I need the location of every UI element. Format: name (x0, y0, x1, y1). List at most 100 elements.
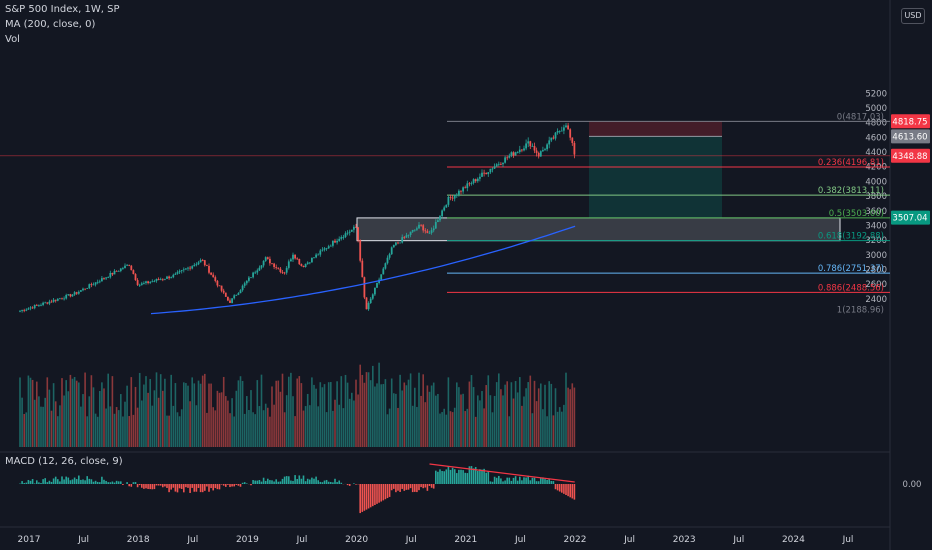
candle-body (155, 279, 158, 281)
candle-body (187, 267, 189, 269)
volume-bar (351, 392, 353, 447)
volume-bar (124, 401, 126, 447)
volume-bar (512, 398, 515, 447)
volume-bar (27, 375, 30, 447)
candle-body (392, 244, 395, 248)
candle-body (567, 125, 569, 130)
macd-bar (506, 477, 508, 484)
macd-bar (424, 484, 427, 488)
candle-body (462, 187, 464, 192)
candle-body (61, 298, 63, 300)
volume-bar (136, 407, 139, 447)
volume-bar (155, 372, 158, 447)
y-tick-label: 4600 (865, 133, 887, 143)
volume-bar (258, 406, 261, 447)
currency-badge[interactable]: USD (901, 8, 925, 24)
candle-body (73, 292, 76, 295)
candle-body (88, 284, 91, 289)
macd-bar (502, 481, 504, 484)
candle-body (397, 242, 399, 244)
macd-bar (558, 484, 561, 492)
candle-body (182, 269, 185, 271)
fib-level-label: 0(4817.03) (837, 112, 884, 122)
macd-bar (117, 481, 120, 484)
candle-body (323, 248, 326, 250)
candle-body (470, 183, 473, 184)
macd-bar (523, 477, 525, 484)
candle-body (363, 277, 366, 298)
volume-bar (252, 412, 254, 447)
candle-body (27, 308, 30, 310)
volume-bar (46, 377, 49, 447)
macd-bar (283, 476, 286, 484)
candle-body (418, 224, 420, 229)
volume-bar (472, 387, 475, 447)
volume-bar (141, 400, 143, 447)
macd-bar (40, 482, 42, 484)
macd-indicator-label[interactable]: MACD (12, 26, close, 9) (5, 456, 123, 467)
volume-bar (563, 404, 565, 447)
candle-body (46, 302, 49, 304)
macd-bar (550, 480, 553, 484)
candle-body (94, 282, 97, 285)
price-axis-label: 4613.60 (892, 132, 927, 142)
macd-bar (38, 482, 40, 484)
volume-bar (464, 411, 466, 447)
fib-level-label: 0.5(3503.00) (829, 209, 884, 219)
macd-bar (397, 484, 399, 491)
macd-bar (113, 482, 116, 484)
volume-bar (384, 379, 387, 447)
macd-bar (36, 480, 38, 484)
macd-bar (514, 476, 517, 484)
volume-bar (359, 364, 361, 447)
candle-body (403, 237, 406, 238)
candle-body (218, 285, 221, 287)
macd-bar (365, 484, 368, 510)
macd-bar (218, 484, 221, 490)
candle-body (128, 264, 131, 266)
volume-bar (306, 393, 309, 447)
macd-bar (561, 484, 563, 493)
macd-bar (243, 482, 246, 484)
macd-bar (487, 471, 490, 484)
candle-body (262, 260, 265, 266)
x-tick-label: 2024 (782, 535, 805, 545)
fib-level-label: 0.382(3813.11) (818, 186, 884, 196)
macd-bar (361, 484, 364, 512)
y-tick-label: 3800 (865, 192, 887, 202)
volume-bar (550, 383, 553, 447)
candle-body (569, 129, 572, 138)
x-tick-label: 2020 (345, 535, 368, 545)
candle-body (113, 270, 116, 275)
volume-bar (495, 382, 498, 447)
macd-bar (325, 479, 328, 484)
volume-bar (201, 375, 204, 447)
volume-bar (99, 391, 101, 447)
candle-body (344, 233, 347, 238)
volume-bar (138, 372, 141, 447)
macd-bar (149, 484, 151, 490)
candle-body (256, 270, 259, 273)
macd-bar (430, 484, 433, 488)
volume-bar (107, 373, 109, 447)
macd-bar (52, 478, 55, 484)
volume-bar (525, 388, 527, 447)
volume-bar (344, 374, 347, 447)
ma-indicator-label[interactable]: MA (200, close, 0) (5, 19, 96, 30)
macd-bar (504, 480, 506, 484)
candle-body (353, 226, 355, 230)
candle-body (485, 172, 488, 175)
volume-bar (477, 395, 479, 447)
candle-body (546, 144, 548, 150)
macd-bar (447, 466, 450, 484)
volume-bar (483, 408, 485, 447)
volume-bar (334, 399, 336, 447)
candle-body (497, 163, 500, 165)
macd-bar (554, 484, 557, 490)
volume-bar (21, 397, 23, 447)
candle-body (506, 157, 509, 159)
volume-indicator-label[interactable]: Vol (5, 34, 20, 45)
volume-bar (302, 410, 305, 447)
